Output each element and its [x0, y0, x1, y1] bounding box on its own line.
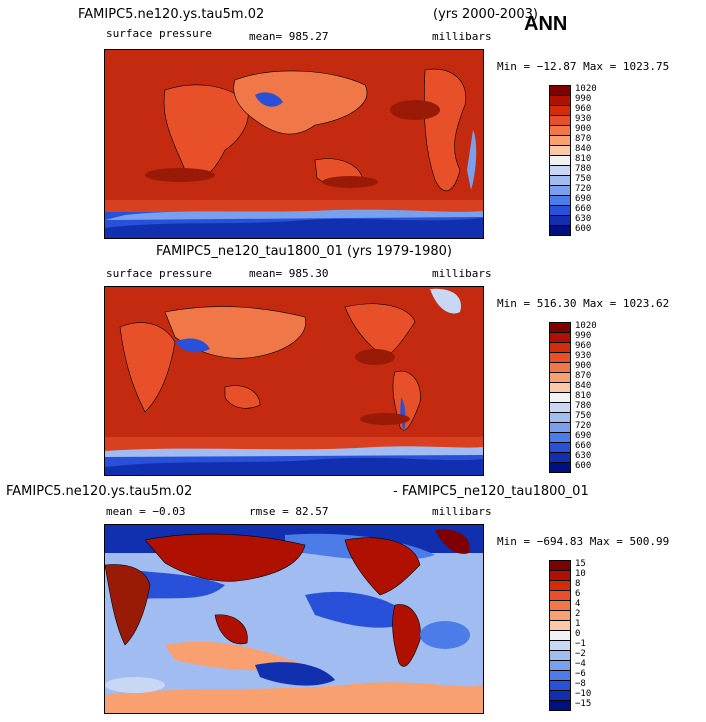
colorbar-label: 630 — [575, 214, 592, 224]
panel2-colorbar: 1020 990 960 930 900 870 840 810 780 750 720 690 660… — [549, 321, 609, 473]
colorbar-label: 2 — [575, 609, 581, 619]
colorbar-label: −15 — [575, 699, 592, 709]
panel1-variable: surface pressure — [106, 27, 212, 40]
colorbar-label: 960 — [575, 341, 592, 351]
panel3-mean: mean = −0.03 — [106, 505, 186, 518]
panel3-minmax: Min = −694.83 Max = 500.99 — [497, 535, 670, 548]
colorbar-label: 1 — [575, 619, 581, 629]
colorbar-label: −8 — [575, 679, 586, 689]
colorbar-label: 810 — [575, 154, 592, 164]
colorbar-label: 690 — [575, 431, 592, 441]
panel3-title-right: - FAMIPC5_ne120_tau1800_01 — [393, 484, 589, 499]
panel2-mean: mean= 985.30 — [249, 267, 329, 280]
colorbar-label: 990 — [575, 331, 592, 341]
colorbar-label: 870 — [575, 371, 592, 381]
colorbar-label: 780 — [575, 401, 592, 411]
colorbar-label: 0 — [575, 629, 581, 639]
colorbar-label: 600 — [575, 224, 592, 234]
panel2-map — [104, 286, 484, 476]
colorbar-label: 840 — [575, 381, 592, 391]
panel2-variable: surface pressure — [106, 267, 212, 280]
panel2-minmax: Min = 516.30 Max = 1023.62 — [497, 297, 670, 310]
colorbar-label: 750 — [575, 174, 592, 184]
colorbar-label: 720 — [575, 421, 592, 431]
colorbar-label: 660 — [575, 204, 592, 214]
panel3-colorbar: 15 10 8 6 4 2 1 0 −1 −2 −4 −6 −8 −10 −15 — [549, 559, 609, 711]
colorbar-label: −10 — [575, 689, 592, 699]
colorbar-label: −2 — [575, 649, 586, 659]
colorbar-swatch — [549, 225, 571, 236]
colorbar-label: 780 — [575, 164, 592, 174]
panel1-minmax: Min = −12.87 Max = 1023.75 — [497, 60, 670, 73]
colorbar-label: 750 — [575, 411, 592, 421]
colorbar-label: 690 — [575, 194, 592, 204]
colorbar-label: 1020 — [575, 84, 597, 94]
colorbar-label: 600 — [575, 461, 592, 471]
colorbar-label: 870 — [575, 134, 592, 144]
colorbar-label: 930 — [575, 351, 592, 361]
panel1-title-right: (yrs 2000-2003) — [433, 7, 538, 22]
panel2-units: millibars — [432, 267, 492, 280]
colorbar-label: 15 — [575, 559, 586, 569]
colorbar-label: −4 — [575, 659, 586, 669]
colorbar-label: 4 — [575, 599, 581, 609]
colorbar-label: 1020 — [575, 321, 597, 331]
colorbar-label: 900 — [575, 361, 592, 371]
colorbar-label: 900 — [575, 124, 592, 134]
panel3-rmse: rmse = 82.57 — [249, 505, 329, 518]
colorbar-label: 660 — [575, 441, 592, 451]
colorbar-label: 990 — [575, 94, 592, 104]
panel3-units: millibars — [432, 505, 492, 518]
colorbar-label: −1 — [575, 639, 586, 649]
panel3-map — [104, 524, 484, 714]
colorbar-label: 810 — [575, 391, 592, 401]
season-label: ANN — [524, 13, 568, 35]
colorbar-swatch — [549, 700, 571, 711]
colorbar-label: 6 — [575, 589, 581, 599]
panel1-units: millibars — [432, 30, 492, 43]
colorbar-label: −6 — [575, 669, 586, 679]
panel3-title-left: FAMIPC5.ne120.ys.tau5m.02 — [6, 484, 193, 499]
colorbar-label: 630 — [575, 451, 592, 461]
colorbar-label: 960 — [575, 104, 592, 114]
colorbar-label: 8 — [575, 579, 581, 589]
panel1-colorbar: 1020 990 960 930 900 870 840 810 780 750 720 690 660… — [549, 84, 609, 236]
colorbar-label: 10 — [575, 569, 586, 579]
colorbar-label: 720 — [575, 184, 592, 194]
panel1-map — [104, 49, 484, 239]
panel1-title-left: FAMIPC5.ne120.ys.tau5m.02 — [78, 7, 265, 22]
panel1-mean: mean= 985.27 — [249, 30, 329, 43]
colorbar-label: 930 — [575, 114, 592, 124]
panel2-title: FAMIPC5_ne120_tau1800_01 (yrs 1979-1980) — [156, 244, 452, 259]
colorbar-swatch — [549, 462, 571, 473]
colorbar-label: 840 — [575, 144, 592, 154]
